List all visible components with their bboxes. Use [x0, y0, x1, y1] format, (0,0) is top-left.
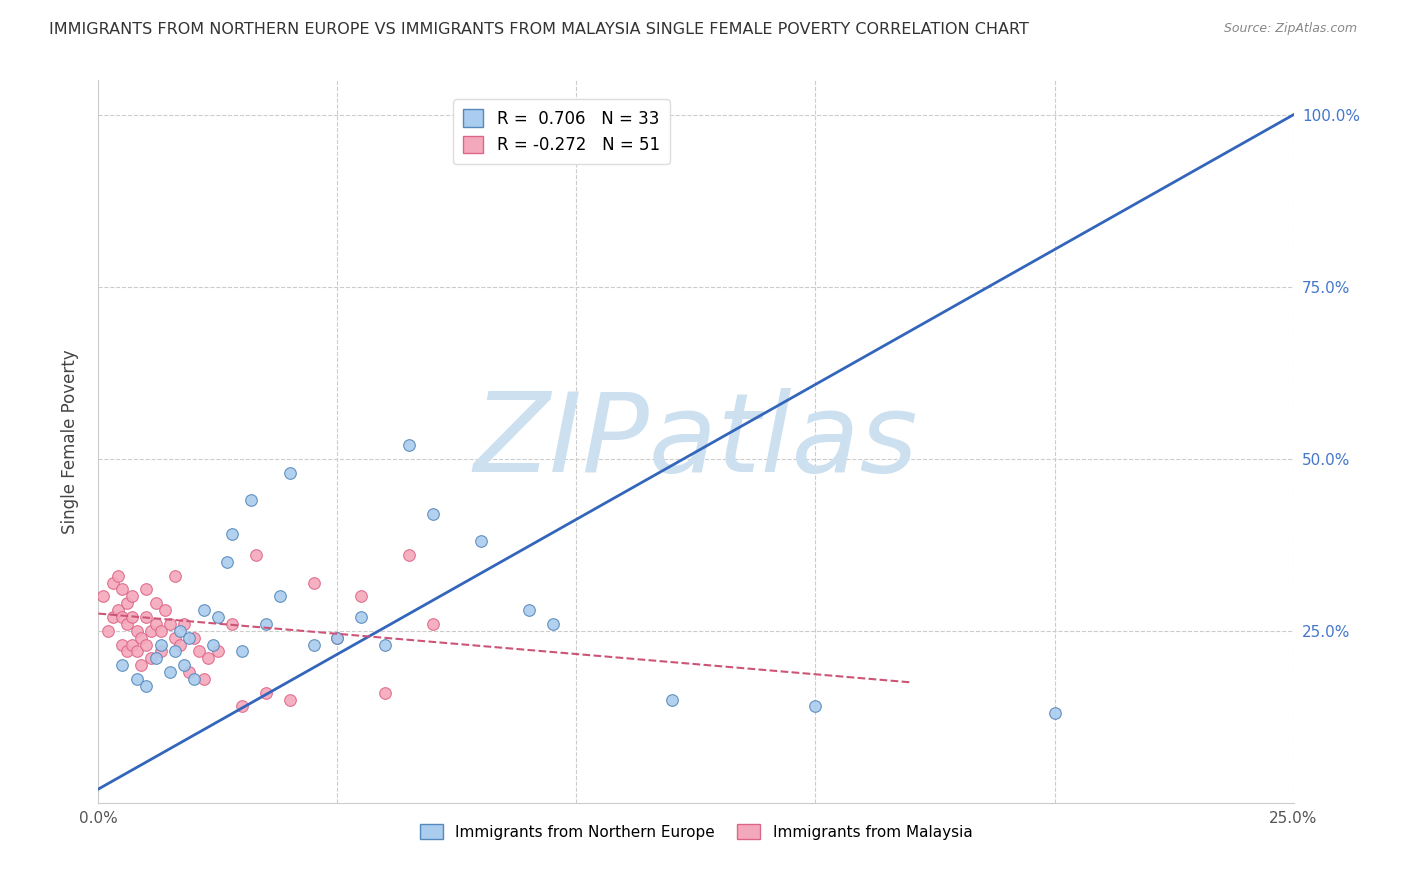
Point — [269, 590, 291, 604]
Y-axis label: Single Female Poverty: Single Female Poverty — [60, 350, 79, 533]
Point — [149, 624, 172, 638]
Point — [121, 590, 143, 604]
Point — [163, 631, 186, 645]
Point — [135, 610, 157, 624]
Point — [91, 590, 114, 604]
Point — [139, 651, 162, 665]
Point — [240, 493, 263, 508]
Point — [159, 616, 181, 631]
Point — [517, 603, 540, 617]
Point — [302, 638, 325, 652]
Point — [135, 582, 157, 597]
Point — [101, 610, 124, 624]
Point — [470, 534, 492, 549]
Legend: Immigrants from Northern Europe, Immigrants from Malaysia: Immigrants from Northern Europe, Immigra… — [413, 818, 979, 846]
Point — [111, 610, 134, 624]
Point — [302, 575, 325, 590]
Point — [115, 644, 138, 658]
Point — [326, 631, 349, 645]
Point — [173, 658, 195, 673]
Point — [101, 575, 124, 590]
Point — [422, 616, 444, 631]
Point — [169, 624, 191, 638]
Point — [115, 596, 138, 610]
Point — [131, 658, 153, 673]
Point — [97, 624, 120, 638]
Point — [125, 644, 148, 658]
Point — [804, 699, 827, 714]
Text: IMMIGRANTS FROM NORTHERN EUROPE VS IMMIGRANTS FROM MALAYSIA SINGLE FEMALE POVERT: IMMIGRANTS FROM NORTHERN EUROPE VS IMMIG… — [49, 22, 1029, 37]
Point — [125, 672, 148, 686]
Point — [278, 466, 301, 480]
Point — [111, 638, 134, 652]
Point — [187, 644, 209, 658]
Point — [173, 616, 195, 631]
Point — [159, 665, 181, 679]
Point — [221, 616, 243, 631]
Point — [398, 548, 420, 562]
Point — [350, 590, 373, 604]
Point — [422, 507, 444, 521]
Point — [398, 438, 420, 452]
Text: Source: ZipAtlas.com: Source: ZipAtlas.com — [1223, 22, 1357, 36]
Point — [121, 610, 143, 624]
Point — [111, 582, 134, 597]
Point — [202, 638, 225, 652]
Point — [278, 692, 301, 706]
Point — [131, 631, 153, 645]
Point — [193, 603, 215, 617]
Point — [1043, 706, 1066, 721]
Point — [207, 644, 229, 658]
Point — [145, 596, 167, 610]
Point — [217, 555, 239, 569]
Point — [149, 644, 172, 658]
Point — [374, 638, 396, 652]
Point — [221, 527, 243, 541]
Point — [207, 610, 229, 624]
Point — [121, 638, 143, 652]
Point — [326, 631, 349, 645]
Point — [111, 658, 134, 673]
Point — [254, 616, 277, 631]
Point — [350, 610, 373, 624]
Point — [183, 672, 205, 686]
Point — [541, 616, 564, 631]
Point — [245, 548, 267, 562]
Point — [163, 644, 186, 658]
Point — [145, 651, 167, 665]
Point — [169, 638, 191, 652]
Point — [145, 616, 167, 631]
Point — [661, 692, 683, 706]
Point — [107, 568, 129, 582]
Point — [115, 616, 138, 631]
Point — [139, 624, 162, 638]
Point — [107, 603, 129, 617]
Point — [149, 638, 172, 652]
Point — [183, 631, 205, 645]
Point — [179, 631, 201, 645]
Point — [197, 651, 219, 665]
Point — [135, 638, 157, 652]
Point — [125, 624, 148, 638]
Text: ZIPatlas: ZIPatlas — [474, 388, 918, 495]
Point — [193, 672, 215, 686]
Point — [135, 679, 157, 693]
Point — [231, 699, 253, 714]
Point — [231, 644, 253, 658]
Point — [179, 665, 201, 679]
Point — [163, 568, 186, 582]
Point — [155, 603, 177, 617]
Point — [374, 686, 396, 700]
Point — [254, 686, 277, 700]
